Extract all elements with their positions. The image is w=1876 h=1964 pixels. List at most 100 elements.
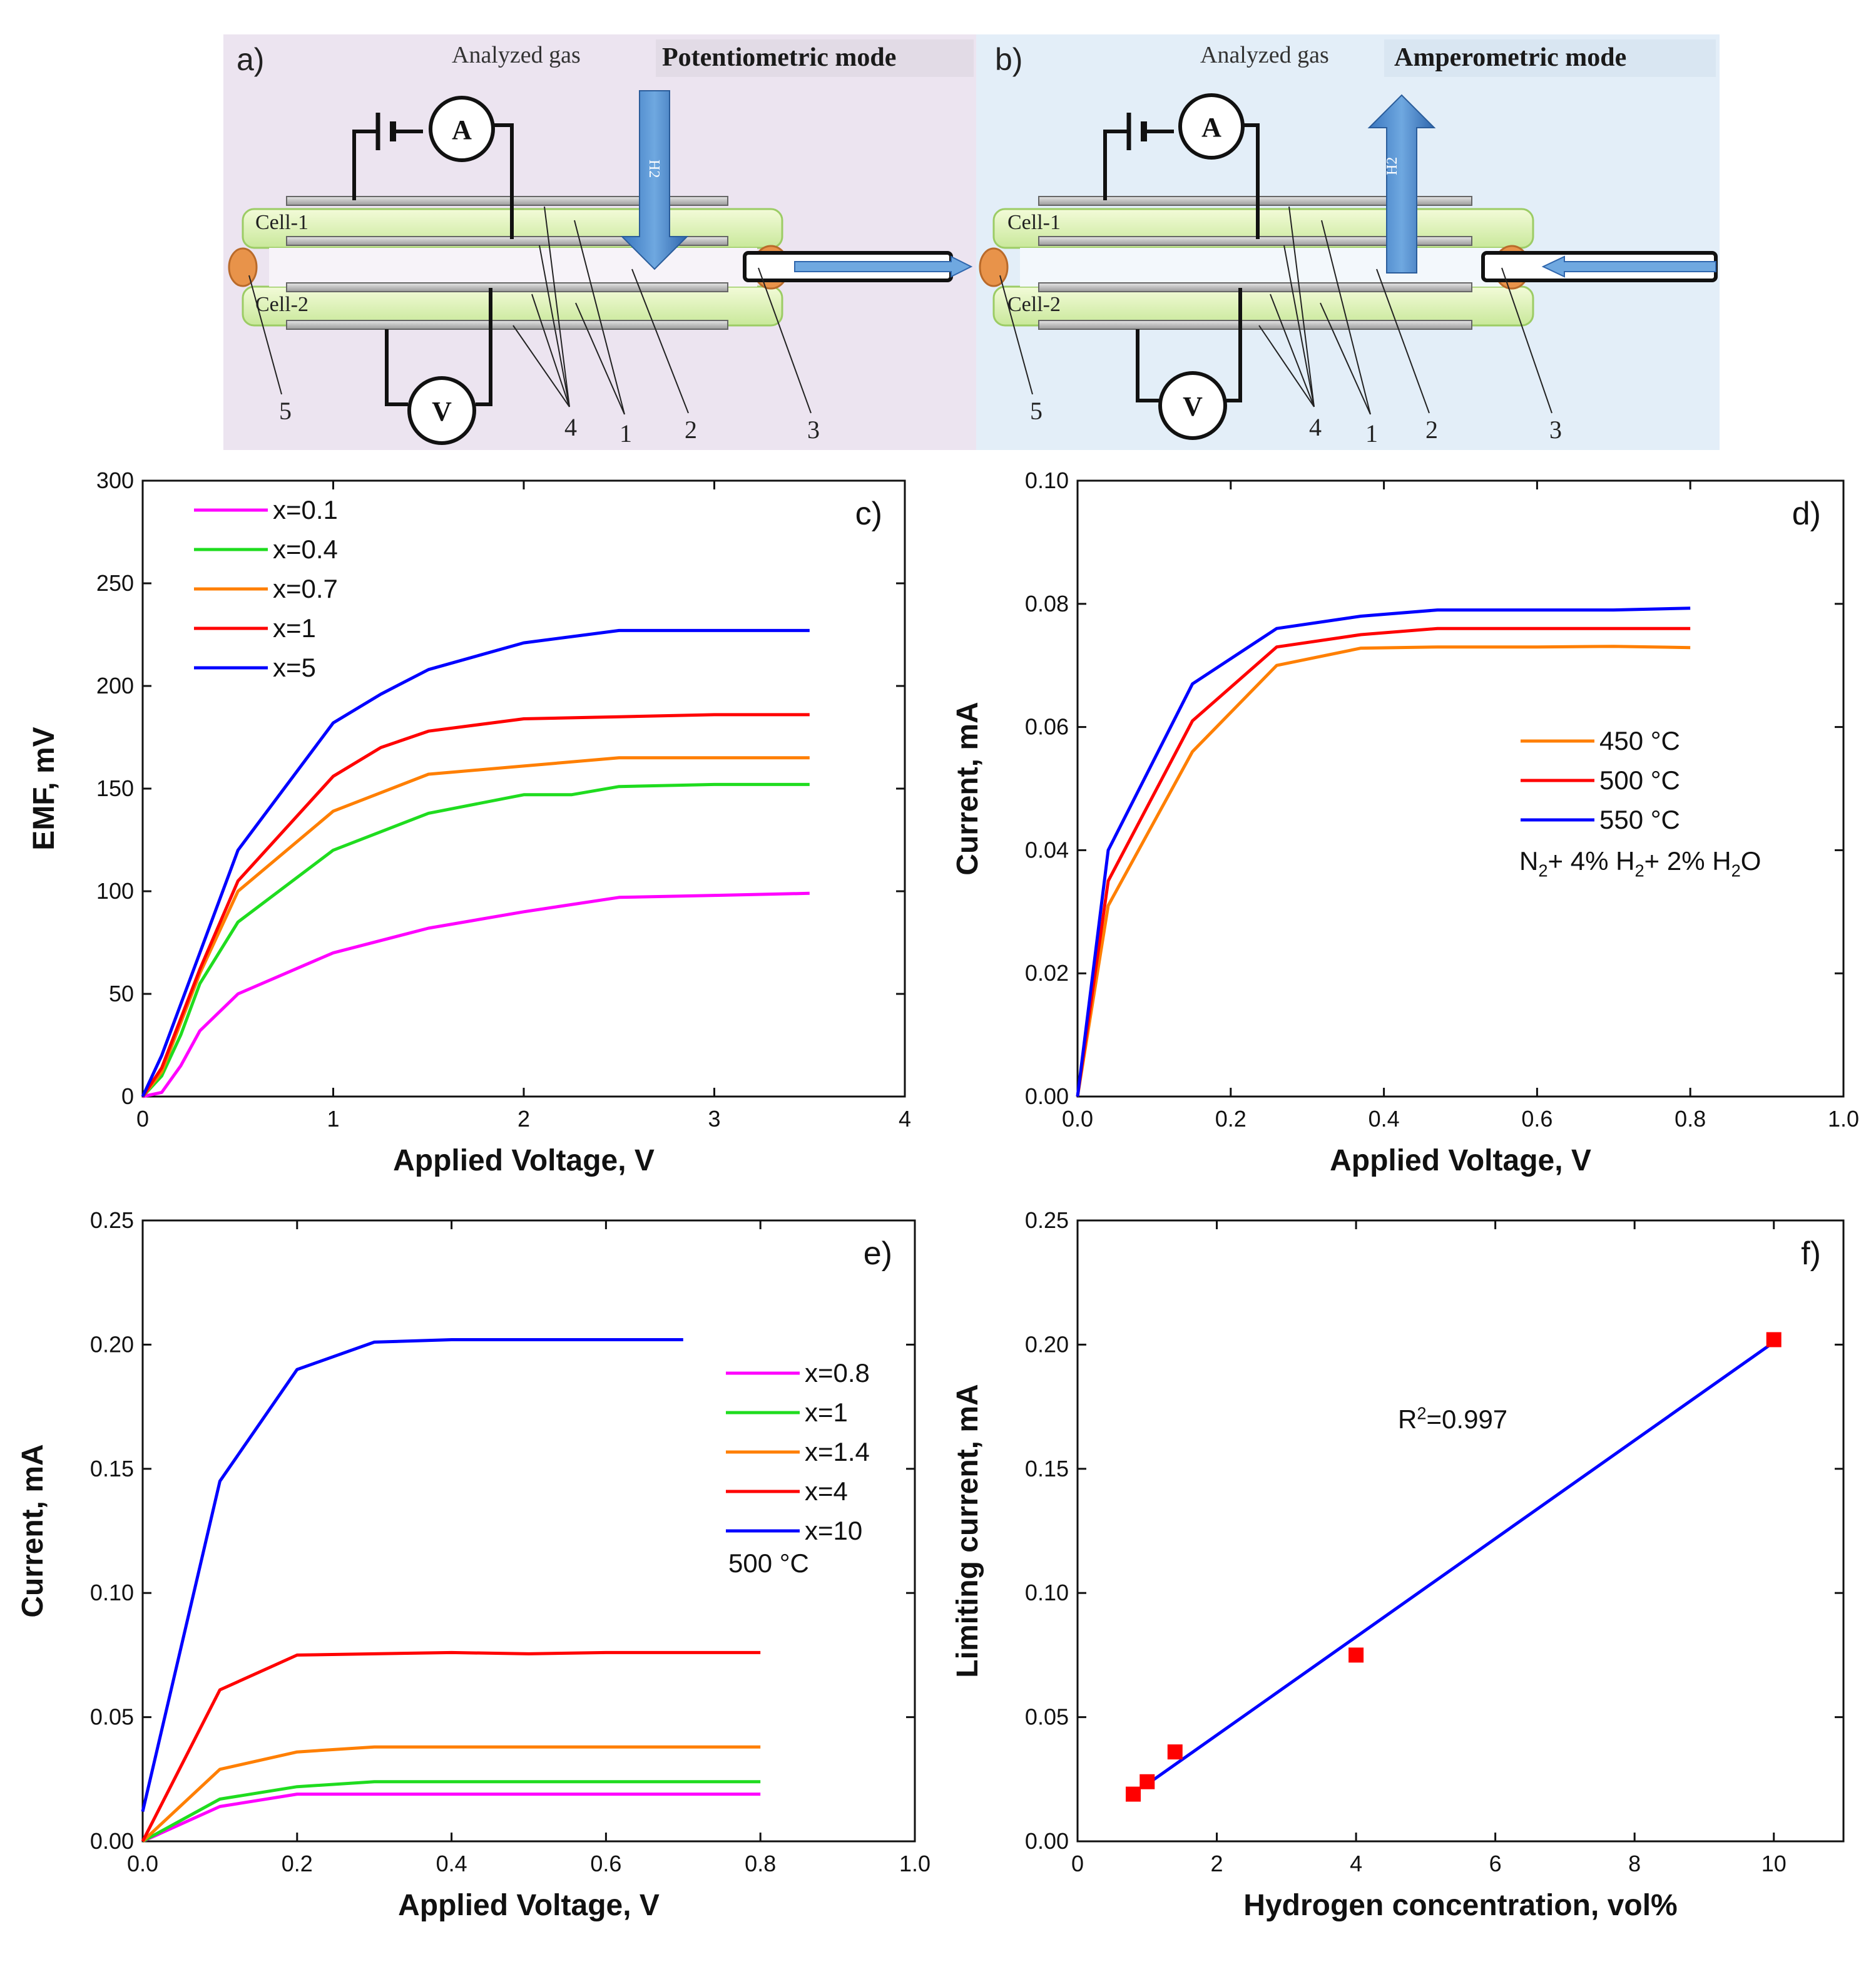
panel-a-callout-1: 1	[619, 419, 632, 448]
x-tick-label: 0.2	[1215, 1106, 1246, 1132]
panel-b-voltmeter-wire	[1136, 288, 1242, 402]
chart-c-ylabel: EMF, mV	[28, 727, 61, 850]
y-tick-label: 0.10	[1025, 1580, 1069, 1605]
y-tick-label: 0.15	[90, 1456, 134, 1481]
chart-f-xlabel: Hydrogen concentration, vol%	[1243, 1889, 1677, 1922]
y-tick-label: 0.06	[1025, 714, 1069, 740]
panel-a-voltmeter	[407, 376, 476, 445]
y-tick-label: 0.00	[90, 1828, 134, 1854]
chart-f-panel-letter: f)	[1801, 1235, 1821, 1272]
series-line-500--C	[1076, 627, 1691, 1097]
panel-b-mode-label: Amperometric mode	[1394, 43, 1626, 72]
x-tick-label: 0.8	[745, 1851, 776, 1876]
panel-b-callout-2: 2	[1425, 416, 1438, 444]
panel-b-electrode	[1038, 282, 1472, 292]
panel-a-mode-box	[656, 39, 974, 77]
panel-b-callout-3: 3	[1549, 416, 1562, 444]
panel-b-seal-left	[979, 247, 1009, 287]
panel-a-h2-label: H2	[646, 160, 662, 178]
series-line-x-1	[141, 1780, 761, 1843]
series-line-x-0.8	[141, 1793, 761, 1843]
legend-label: x=1	[805, 1398, 848, 1427]
series-line-x-0.7	[141, 756, 810, 1098]
panel-b-gas-label: Analyzed gas	[1200, 42, 1329, 68]
x-tick-label: 3	[708, 1106, 720, 1132]
data-point	[1126, 1786, 1141, 1802]
panel-b-amperometric-diagram: b) Analyzed gas Amperometric mode H2 Cel…	[976, 34, 1720, 450]
x-tick-label: 10	[1761, 1851, 1787, 1876]
series-line-550--C	[1076, 606, 1691, 1097]
y-tick-label: 0.20	[1025, 1331, 1069, 1357]
panel-a-callout-3: 3	[807, 416, 820, 444]
legend-label: 500 °C	[1599, 765, 1680, 795]
panel-a-ammeter-wire	[352, 123, 514, 239]
x-tick-label: 0.6	[1521, 1106, 1552, 1132]
y-tick-label: 0	[121, 1083, 134, 1109]
legend-label: 450 °C	[1599, 726, 1680, 755]
panel-a-callout-5: 5	[279, 397, 292, 425]
panel-a-electrode	[286, 196, 728, 206]
chart-c-xlabel: Applied Voltage, V	[393, 1144, 655, 1177]
chart-e-frame	[141, 1219, 916, 1843]
y-tick-label: 0.02	[1025, 960, 1069, 986]
x-tick-label: 2	[517, 1106, 530, 1132]
y-tick-label: 0.05	[1025, 1704, 1069, 1730]
panel-a-letter: a)	[237, 42, 264, 77]
y-tick-label: 100	[96, 878, 134, 904]
x-tick-label: 6	[1489, 1851, 1502, 1876]
panel-a-voltmeter-wire	[385, 288, 492, 406]
panel-b-cell1-label: Cell-1	[1007, 211, 1061, 234]
x-tick-label: 0.2	[282, 1851, 313, 1876]
panel-a-outflow-arrow	[794, 255, 973, 278]
series-line-x-10	[141, 1338, 683, 1812]
y-tick-label: 0.20	[90, 1331, 134, 1357]
panel-b-callout-1: 1	[1365, 419, 1378, 448]
panel-b-mode-box	[1384, 39, 1716, 77]
data-point	[1139, 1774, 1155, 1789]
series-line-x-5	[141, 628, 810, 1098]
legend-label: x=10	[805, 1516, 862, 1545]
y-tick-label: 0.05	[90, 1704, 134, 1730]
panel-b-electrode	[1038, 236, 1472, 246]
legend-label: x=1.4	[805, 1437, 870, 1466]
chart-e-xlabel: Applied Voltage, V	[398, 1889, 660, 1922]
x-tick-label: 0	[1071, 1851, 1084, 1876]
chart-c-panel-letter: c)	[855, 496, 882, 532]
series-line-x-1.4	[141, 1745, 761, 1843]
chart-c-emf-vs-voltage: 0 1 2 3 4 0 50 100 150 200 250 300 Applied Voltage, …	[28, 468, 911, 1177]
panel-b-electrode	[1038, 320, 1472, 330]
panel-b-electrode	[1038, 196, 1472, 206]
chart-f-frame	[1076, 1219, 1845, 1843]
panel-a-ammeter	[429, 96, 495, 162]
panel-a-h2-arrow-down	[620, 90, 689, 270]
panel-a-ammeter-label: A	[452, 115, 472, 145]
legend-label: x=4	[805, 1476, 848, 1506]
panel-b-h2-arrow-up	[1367, 94, 1436, 274]
panel-b-callout-4: 4	[1309, 413, 1322, 441]
panel-a-voltmeter-label: V	[432, 396, 452, 427]
y-tick-label: 0.04	[1025, 837, 1069, 862]
panel-a-cell2-tube	[242, 285, 783, 327]
chart-f-annotation: R2​=0.997	[1398, 1403, 1507, 1434]
panel-a-electrode	[286, 236, 728, 246]
x-tick-label: 1.0	[1828, 1106, 1859, 1132]
panel-a-electrode	[286, 320, 728, 330]
panel-b-callout-5: 5	[1030, 397, 1043, 425]
x-tick-label: 4	[1350, 1851, 1362, 1876]
series-line-x-0.1	[142, 891, 810, 1098]
chart-e-ylabel: Current, mA	[16, 1444, 49, 1617]
panel-a-gas-label: Analyzed gas	[452, 42, 581, 68]
panel-b-ammeter-label: A	[1201, 112, 1221, 143]
panel-b-ammeter	[1178, 93, 1245, 160]
panel-b-h2-label: H2	[1384, 157, 1400, 175]
legend-label: x=1	[273, 613, 316, 643]
panel-b-callout-lines	[999, 206, 1552, 415]
x-tick-label: 1	[327, 1106, 339, 1132]
y-tick-label: 0.15	[1025, 1456, 1069, 1481]
panel-a-callout-4: 4	[564, 413, 577, 441]
series-line-x-4	[141, 1650, 761, 1843]
series-line-x-1	[141, 713, 810, 1098]
x-tick-label: 0.4	[436, 1851, 467, 1876]
x-tick-label: 1.0	[899, 1851, 930, 1876]
panel-b-cavity	[1020, 248, 1508, 287]
